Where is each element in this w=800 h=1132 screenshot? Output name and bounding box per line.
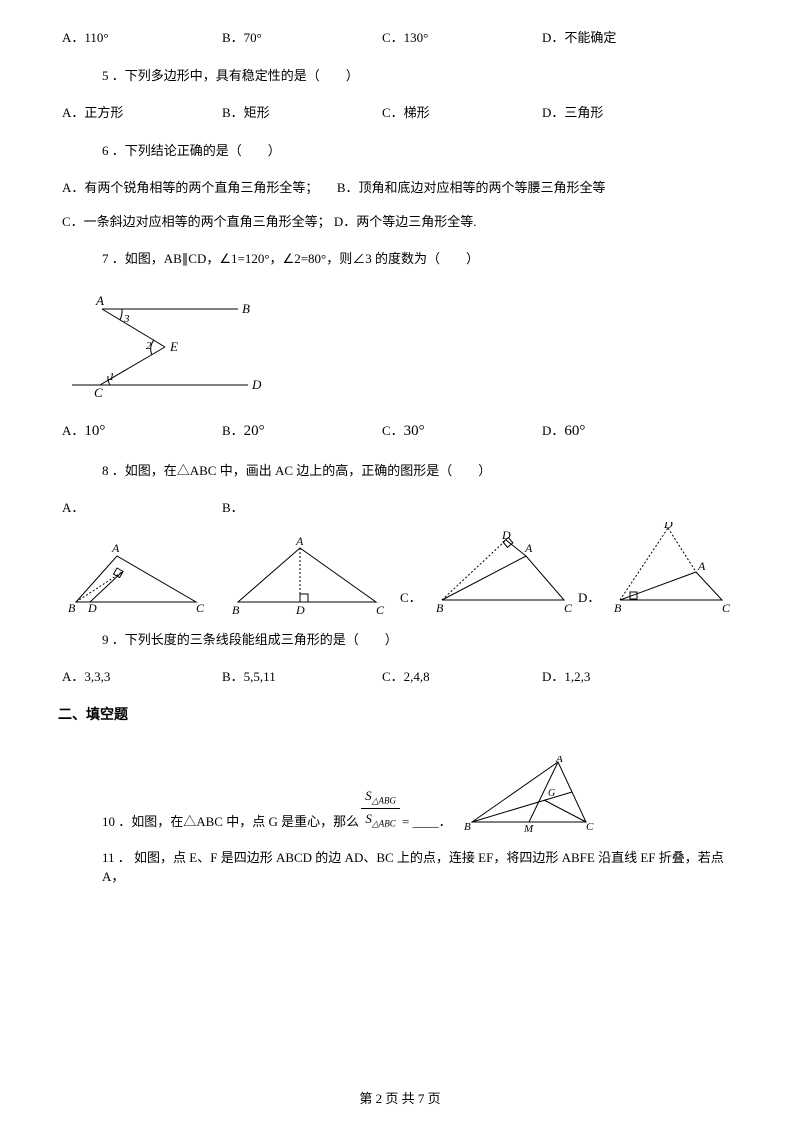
q10-pre: 10 ．如图，在△ABC 中，点 G 是重心，那么 xyxy=(102,812,359,832)
svg-text:A: A xyxy=(524,541,533,555)
q7-options: A．10° B．20° C．30° D．60° xyxy=(58,420,742,443)
svg-text:B: B xyxy=(68,601,76,615)
svg-text:D: D xyxy=(295,603,305,616)
q10-eq: = ____． xyxy=(402,812,452,832)
svg-text:D: D xyxy=(87,601,97,615)
q9-options: A．3,3,3 B．5,5,11 C．2,4,8 D．1,2,3 xyxy=(58,667,742,687)
svg-text:A: A xyxy=(555,756,563,765)
q9-opt-c: C．2,4,8 xyxy=(382,667,542,687)
q8-figures: A B D C A B D C C． xyxy=(58,522,742,616)
svg-text:C: C xyxy=(196,601,205,615)
q4-opt-d: D．不能确定 xyxy=(542,28,702,48)
svg-text:B: B xyxy=(232,603,240,616)
svg-text:B: B xyxy=(464,821,471,832)
lbl-E: E xyxy=(169,339,178,354)
q9-opt-a: A．3,3,3 xyxy=(62,667,222,687)
q6-opt-a: A．有两个锐角相等的两个直角三角形全等； xyxy=(62,180,318,195)
svg-text:C: C xyxy=(722,601,731,615)
q8-lbl-b: B． xyxy=(222,498,382,518)
q6-opt-b: B．顶角和底边对应相等的两个等腰三角形全等 xyxy=(337,180,606,195)
q11-stem: 11 ． 如图，点 E、F 是四边形 ABCD 的边 AD、BC 上的点，连接 … xyxy=(58,848,742,887)
svg-text:C: C xyxy=(564,601,573,615)
q8-lbl-a: A． xyxy=(62,498,222,518)
page-footer: 第 2 页 共 7 页 xyxy=(0,1089,800,1109)
q8-fig-c: A B C D xyxy=(426,530,576,616)
q10-fraction: S△ABG S△ABC xyxy=(361,786,400,831)
q8-fig-d: A B C D xyxy=(604,522,734,616)
q8-fig-b: A B D C xyxy=(220,534,390,616)
q6-opt-c: C．一条斜边对应相等的两个直角三角形全等； xyxy=(62,214,331,229)
q9-stem: 9 ．下列长度的三条线段能组成三角形的是（ ） xyxy=(58,630,742,650)
page: A．110° B．70° C．130° D．不能确定 5 ．下列多边形中，具有稳… xyxy=(0,0,800,1132)
section-2-title: 二、填空题 xyxy=(58,705,742,726)
q5-options: A．正方形 B．矩形 C．梯形 D．三角形 xyxy=(58,103,742,123)
q9-opt-d: D．1,2,3 xyxy=(542,667,702,687)
q7-stem: 7 ．如图，AB∥CD，∠1=120°，∠2=80°，则∠3 的度数为（ ） xyxy=(58,249,742,269)
q4-options: A．110° B．70° C．130° D．不能确定 xyxy=(58,28,742,48)
lbl-A: A xyxy=(95,293,104,308)
q6-opt-d: D．两个等边三角形全等. xyxy=(334,214,477,229)
q5-stem: 5 ．下列多边形中，具有稳定性的是（ ） xyxy=(58,66,742,86)
q7-opt-d: D．60° xyxy=(542,420,702,443)
lbl-C: C xyxy=(94,385,103,399)
lbl-B: B xyxy=(242,301,250,316)
q8-lbl-d: D． xyxy=(578,588,600,616)
q8-fig-a: A B D C xyxy=(62,538,212,616)
lbl-1: 1 xyxy=(109,371,115,383)
q5-opt-c: C．梯形 xyxy=(382,103,542,123)
q8-stem: 8 ．如图，在△ABC 中，画出 AC 边上的高，正确的图形是（ ） xyxy=(58,461,742,481)
q7-figure: A B C D E 3 2 1 xyxy=(62,287,742,405)
q5-opt-d: D．三角形 xyxy=(542,103,702,123)
q7-opt-a: A．10° xyxy=(62,420,222,443)
lbl-3: 3 xyxy=(123,313,130,325)
svg-text:D: D xyxy=(663,522,673,531)
q5-opt-b: B．矩形 xyxy=(222,103,382,123)
svg-text:B: B xyxy=(436,601,444,615)
svg-text:A: A xyxy=(697,559,706,573)
q10-figure: A B C M G xyxy=(458,756,598,832)
svg-text:B: B xyxy=(614,601,622,615)
q4-opt-c: C．130° xyxy=(382,28,542,48)
q6-stem: 6 ．下列结论正确的是（ ） xyxy=(58,141,742,161)
svg-text:A: A xyxy=(111,541,120,555)
q4-opt-b: B．70° xyxy=(222,28,382,48)
lbl-2: 2 xyxy=(146,340,152,352)
svg-text:A: A xyxy=(295,534,304,548)
q4-opt-a: A．110° xyxy=(62,28,222,48)
svg-text:G: G xyxy=(548,788,555,799)
svg-text:M: M xyxy=(523,823,534,832)
q5-opt-a: A．正方形 xyxy=(62,103,222,123)
svg-text:C: C xyxy=(376,603,385,616)
lbl-D: D xyxy=(251,377,262,392)
q9-opt-b: B．5,5,11 xyxy=(222,667,382,687)
q6-row2: C．一条斜边对应相等的两个直角三角形全等； D．两个等边三角形全等. xyxy=(58,212,742,232)
svg-text:D: D xyxy=(501,530,511,542)
q7-opt-c: C．30° xyxy=(382,420,542,443)
svg-text:C: C xyxy=(586,821,594,832)
q6-row1: A．有两个锐角相等的两个直角三角形全等； B．顶角和底边对应相等的两个等腰三角形… xyxy=(58,178,742,198)
q8-lbl-c: C． xyxy=(400,588,422,616)
q10-row: 10 ．如图，在△ABC 中，点 G 是重心，那么 S△ABG S△ABC = … xyxy=(58,756,742,832)
q7-opt-b: B．20° xyxy=(222,420,382,443)
